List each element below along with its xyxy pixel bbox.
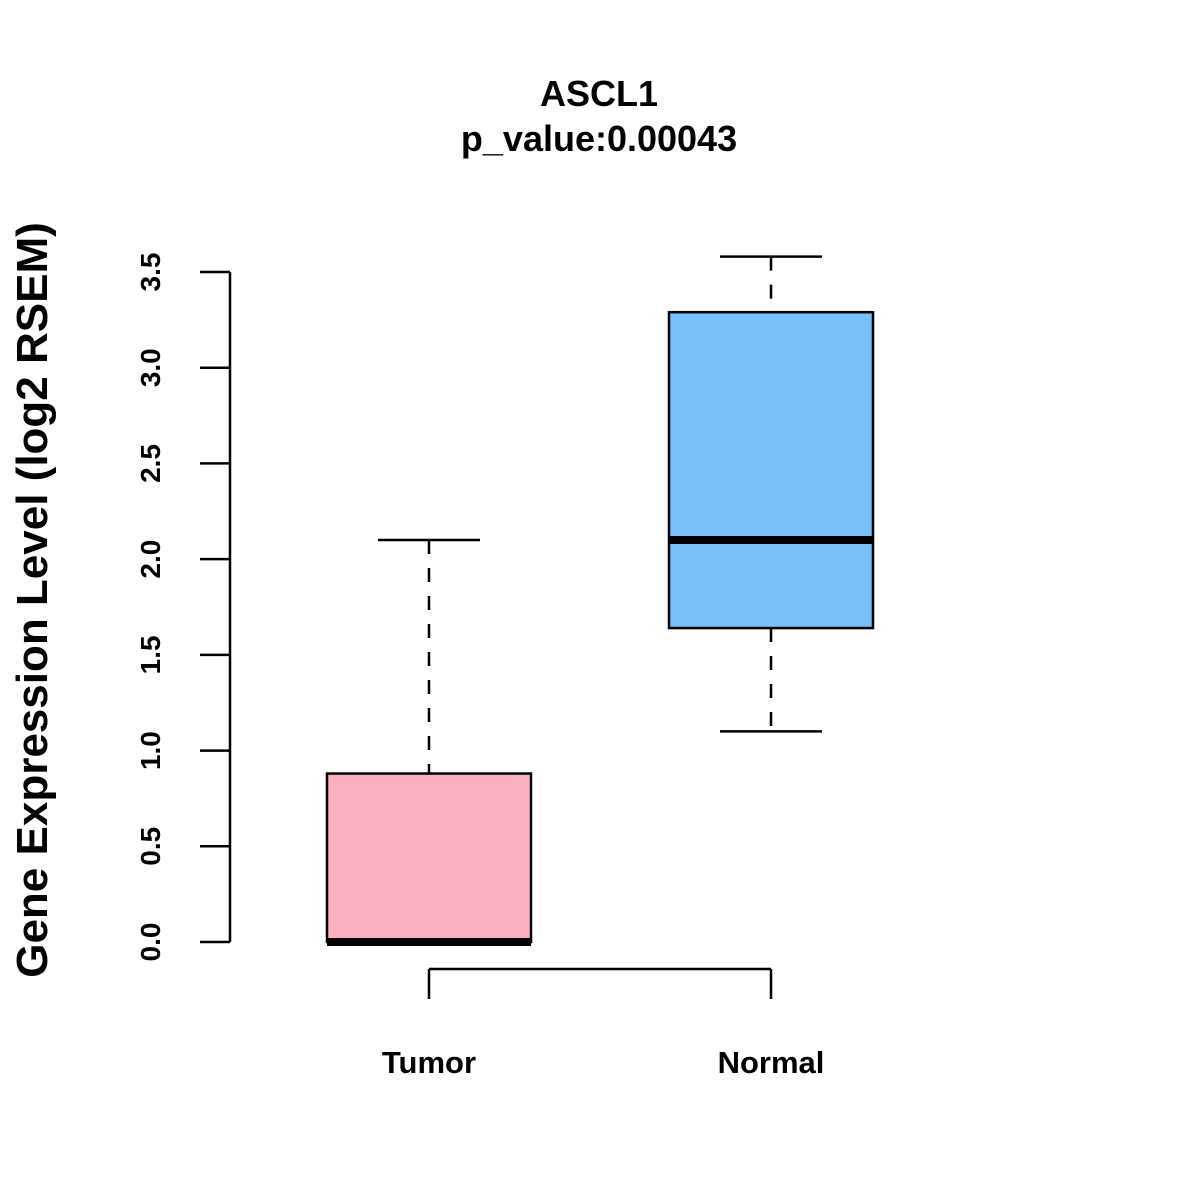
y-axis-label: Gene Expression Level (log2 RSEM) (8, 222, 57, 978)
box-rect (667, 310, 875, 630)
y-tick-label: 0.0 (135, 923, 166, 962)
x-axis: Tumor Normal (382, 967, 825, 1080)
y-tick-label: 0.5 (135, 827, 166, 866)
box-normal (667, 255, 875, 733)
y-tick-label: 2.5 (135, 444, 166, 483)
x-tick-label-normal: Normal (718, 1045, 825, 1080)
y-tick-label: 3.0 (135, 348, 166, 387)
chart-title: ASCL1 (540, 73, 658, 114)
box-group (325, 255, 875, 946)
y-tick-label: 2.0 (135, 540, 166, 579)
x-tick-label-tumor: Tumor (382, 1045, 476, 1080)
box-tumor (325, 538, 533, 946)
y-axis: 0.0 0.5 1.0 1.5 2.0 2.5 3.0 3.5 (135, 253, 232, 962)
y-tick-label: 1.5 (135, 635, 166, 674)
chart-subtitle: p_value:0.00043 (461, 118, 737, 159)
y-tick-label: 1.0 (135, 731, 166, 770)
box-rect (325, 772, 533, 944)
y-tick-label: 3.5 (135, 253, 166, 292)
